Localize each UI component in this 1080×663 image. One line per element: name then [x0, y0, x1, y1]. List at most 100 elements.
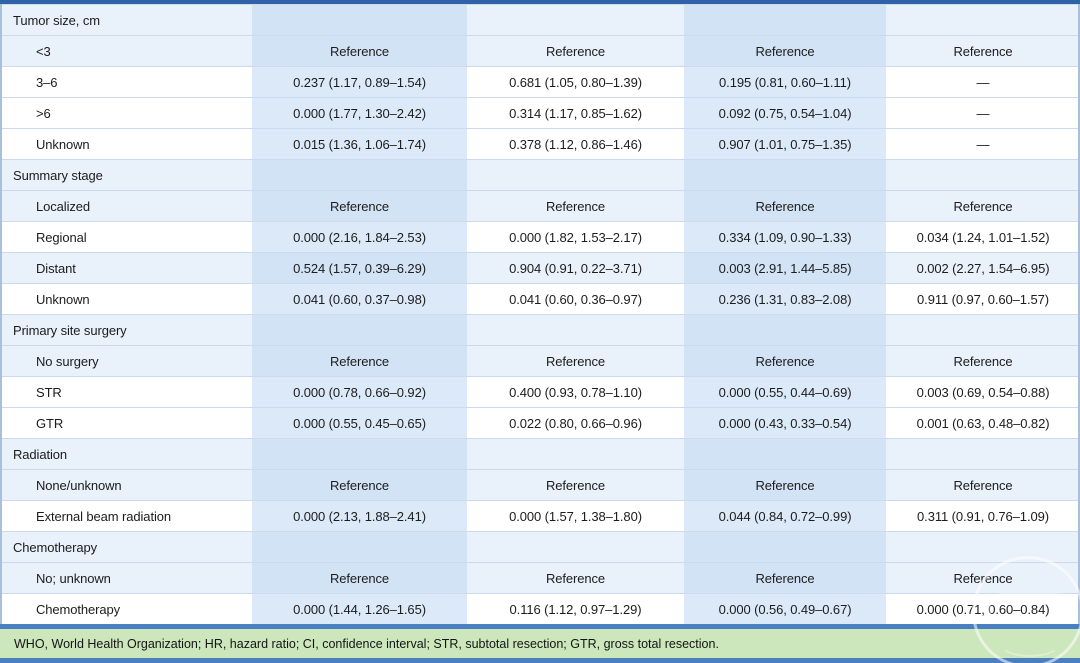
value-cell [467, 5, 684, 35]
value-cell: Reference [886, 470, 1080, 500]
value-cell [886, 5, 1080, 35]
value-cell [467, 160, 684, 190]
value-cell: 0.000 (1.57, 1.38–1.80) [467, 501, 684, 531]
value-cell: 0.904 (0.91, 0.22–3.71) [467, 253, 684, 283]
value-cell: 0.041 (0.60, 0.37–0.98) [252, 284, 467, 314]
table-top-border [0, 0, 1080, 4]
value-cell [684, 315, 886, 345]
row-label: Distant [0, 253, 252, 283]
value-cell: 0.044 (0.84, 0.72–0.99) [684, 501, 886, 531]
value-cell [252, 160, 467, 190]
row-label: >6 [0, 98, 252, 128]
value-cell [684, 439, 886, 469]
value-cell: 0.034 (1.24, 1.01–1.52) [886, 222, 1080, 252]
value-cell: 0.911 (0.97, 0.60–1.57) [886, 284, 1080, 314]
table-row: Unknown 0.041 (0.60, 0.37–0.98) 0.041 (0… [0, 283, 1080, 314]
value-cell: Reference [467, 470, 684, 500]
value-cell: 0.681 (1.05, 0.80–1.39) [467, 67, 684, 97]
value-cell: 0.000 (0.43, 0.33–0.54) [684, 408, 886, 438]
table-row-group: Tumor size, cm [0, 4, 1080, 35]
row-label: 3–6 [0, 67, 252, 97]
group-label: Radiation [0, 439, 252, 469]
footnote-top-rule [0, 624, 1080, 629]
row-label: <3 [0, 36, 252, 66]
value-cell [886, 160, 1080, 190]
value-cell: — [886, 67, 1080, 97]
value-cell: 0.000 (1.44, 1.26–1.65) [252, 594, 467, 624]
group-label: Chemotherapy [0, 532, 252, 562]
value-cell: — [886, 98, 1080, 128]
value-cell: Reference [252, 563, 467, 593]
row-label: GTR [0, 408, 252, 438]
value-cell: Reference [467, 191, 684, 221]
table-row: Unknown 0.015 (1.36, 1.06–1.74) 0.378 (1… [0, 128, 1080, 159]
value-cell [684, 532, 886, 562]
value-cell [252, 5, 467, 35]
table-row-group: Chemotherapy [0, 531, 1080, 562]
value-cell: 0.400 (0.93, 0.78–1.10) [467, 377, 684, 407]
group-label: Tumor size, cm [0, 5, 252, 35]
table-row-group: Radiation [0, 438, 1080, 469]
row-label: STR [0, 377, 252, 407]
table-row: <3 Reference Reference Reference Referen… [0, 35, 1080, 66]
value-cell: — [886, 129, 1080, 159]
value-cell: 0.000 (2.16, 1.84–2.53) [252, 222, 467, 252]
value-cell: Reference [684, 563, 886, 593]
value-cell: 0.334 (1.09, 0.90–1.33) [684, 222, 886, 252]
value-cell: Reference [467, 563, 684, 593]
row-label: No; unknown [0, 563, 252, 593]
value-cell: Reference [467, 346, 684, 376]
value-cell [252, 315, 467, 345]
value-cell: 0.237 (1.17, 0.89–1.54) [252, 67, 467, 97]
value-cell: Reference [684, 346, 886, 376]
value-cell: Reference [252, 191, 467, 221]
value-cell: 0.314 (1.17, 0.85–1.62) [467, 98, 684, 128]
value-cell: 0.907 (1.01, 0.75–1.35) [684, 129, 886, 159]
table-row: Localized Reference Reference Reference … [0, 190, 1080, 221]
value-cell: 0.092 (0.75, 0.54–1.04) [684, 98, 886, 128]
value-cell: 0.000 (0.55, 0.44–0.69) [684, 377, 886, 407]
value-cell: 0.236 (1.31, 0.83–2.08) [684, 284, 886, 314]
value-cell [684, 160, 886, 190]
row-label: Unknown [0, 284, 252, 314]
value-cell: 0.000 (0.78, 0.66–0.92) [252, 377, 467, 407]
value-cell: Reference [252, 470, 467, 500]
value-cell: 0.311 (0.91, 0.76–1.09) [886, 501, 1080, 531]
value-cell: 0.002 (2.27, 1.54–6.95) [886, 253, 1080, 283]
value-cell: 0.003 (0.69, 0.54–0.88) [886, 377, 1080, 407]
group-label: Summary stage [0, 160, 252, 190]
table-row: Distant 0.524 (1.57, 0.39–6.29) 0.904 (0… [0, 252, 1080, 283]
value-cell [684, 5, 886, 35]
value-cell: 0.001 (0.63, 0.48–0.82) [886, 408, 1080, 438]
table-row: Chemotherapy 0.000 (1.44, 1.26–1.65) 0.1… [0, 593, 1080, 624]
value-cell [467, 315, 684, 345]
value-cell: 0.000 (1.77, 1.30–2.42) [252, 98, 467, 128]
value-cell: Reference [684, 36, 886, 66]
value-cell [886, 532, 1080, 562]
table-row: >6 0.000 (1.77, 1.30–2.42) 0.314 (1.17, … [0, 97, 1080, 128]
value-cell [886, 315, 1080, 345]
footnote-bottom-rule [0, 658, 1080, 663]
table-row: STR 0.000 (0.78, 0.66–0.92) 0.400 (0.93,… [0, 376, 1080, 407]
value-cell: 0.041 (0.60, 0.36–0.97) [467, 284, 684, 314]
value-cell: 0.116 (1.12, 0.97–1.29) [467, 594, 684, 624]
table-row: External beam radiation 0.000 (2.13, 1.8… [0, 500, 1080, 531]
value-cell: 0.000 (0.55, 0.45–0.65) [252, 408, 467, 438]
value-cell: 0.000 (0.56, 0.49–0.67) [684, 594, 886, 624]
value-cell: Reference [886, 563, 1080, 593]
hazard-ratio-table: Tumor size, cm <3 Reference Reference Re… [0, 4, 1080, 624]
value-cell: 0.022 (0.80, 0.66–0.96) [467, 408, 684, 438]
value-cell: 0.015 (1.36, 1.06–1.74) [252, 129, 467, 159]
row-label: Unknown [0, 129, 252, 159]
value-cell: Reference [467, 36, 684, 66]
table-row: Regional 0.000 (2.16, 1.84–2.53) 0.000 (… [0, 221, 1080, 252]
table-row: No; unknown Reference Reference Referenc… [0, 562, 1080, 593]
value-cell: 0.000 (0.71, 0.60–0.84) [886, 594, 1080, 624]
value-cell: 0.000 (2.13, 1.88–2.41) [252, 501, 467, 531]
row-label: External beam radiation [0, 501, 252, 531]
value-cell [467, 439, 684, 469]
value-cell: 0.003 (2.91, 1.44–5.85) [684, 253, 886, 283]
table-row: None/unknown Reference Reference Referen… [0, 469, 1080, 500]
value-cell: 0.524 (1.57, 0.39–6.29) [252, 253, 467, 283]
